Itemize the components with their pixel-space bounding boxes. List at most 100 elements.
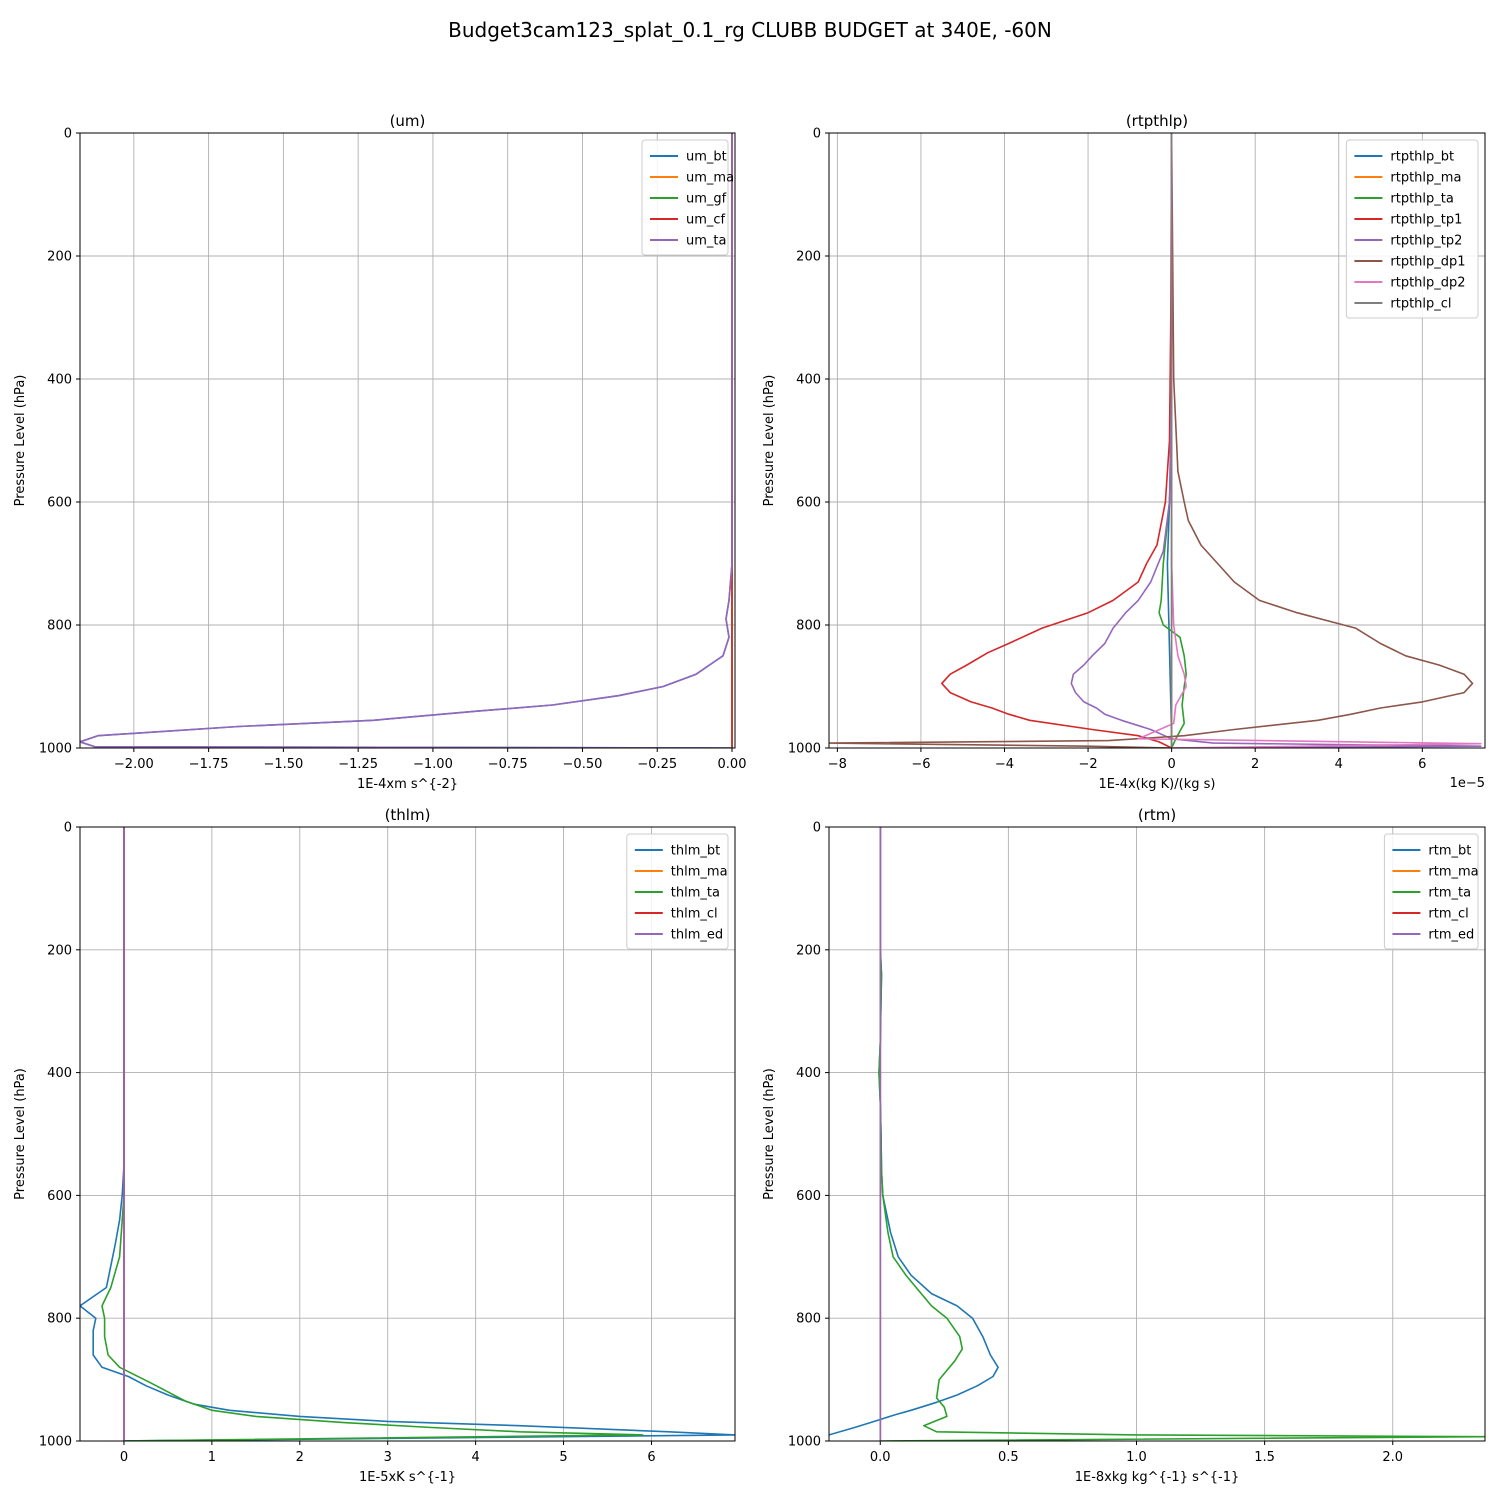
x-tick-label: 2 xyxy=(296,1450,304,1465)
x-tick-label: 0.0 xyxy=(870,1450,891,1465)
legend: rtm_bt rtm_ma rtm_ta rtm_cl rtm_ed xyxy=(1383,833,1479,950)
legend-label: thlm_ma xyxy=(671,865,728,880)
x-tick-label: 4 xyxy=(1335,757,1343,772)
y-tick-label: 0 xyxy=(813,821,821,836)
y-tick-label: 400 xyxy=(47,1066,72,1081)
grid xyxy=(80,132,735,749)
legend-label: rtpthlp_dp1 xyxy=(1390,255,1465,270)
x-tick-label: −1.75 xyxy=(189,757,229,772)
x-tick-label: −2.00 xyxy=(114,757,154,772)
series-line-rtm_bt xyxy=(829,827,999,1436)
x-tick-label: −1.50 xyxy=(263,757,303,772)
x-tick-label: −8 xyxy=(828,757,847,772)
x-axis-label: 1E-8xkg kg^{-1} s^{-1} xyxy=(1075,1470,1240,1485)
legend-label: rtpthlp_ma xyxy=(1390,171,1461,186)
y-tick-label: 200 xyxy=(47,943,72,958)
y-tick-label: 0 xyxy=(64,127,72,142)
y-axis-label: Pressure Level (hPa) xyxy=(13,1068,28,1200)
legend-label: rtpthlp_tp2 xyxy=(1390,234,1462,249)
plot-frame xyxy=(828,132,1486,749)
series-line-thlm_bt xyxy=(80,827,735,1441)
panel-rtm: 0.0 0.5 1.0 1.5 2.0 0 200 400 600 800 1000 (rtm) 1E-… xyxy=(762,806,1486,1485)
y-axis-label: Pressure Level (hPa) xyxy=(762,375,777,507)
y-tick-label: 1000 xyxy=(39,742,72,757)
legend-label: um_bt xyxy=(686,150,727,165)
x-axis-label: 1E-4x(kg K)/(kg s) xyxy=(1099,777,1216,792)
y-tick-label: 200 xyxy=(796,943,821,958)
y-tick-label: 600 xyxy=(47,1189,72,1204)
legend: um_bt um_ma um_gf um_cf um_ta xyxy=(641,139,734,256)
x-tick-label: −2 xyxy=(1078,757,1097,772)
x-tick-label: 0.00 xyxy=(718,757,747,772)
x-tick-label: −0.75 xyxy=(488,757,528,772)
plot-frame xyxy=(828,826,1486,1442)
legend-label: rtpthlp_bt xyxy=(1390,150,1454,165)
y-tick-label: 200 xyxy=(47,250,72,265)
x-tick-label: 2.0 xyxy=(1382,1450,1403,1465)
legend-label: thlm_cl xyxy=(671,907,718,922)
y-tick-label: 1000 xyxy=(788,742,821,757)
y-tick-label: 800 xyxy=(47,1312,72,1327)
x-tick-label: 1.5 xyxy=(1254,1450,1275,1465)
legend-box xyxy=(641,139,729,256)
series-line-rtpthlp_tp2 xyxy=(1070,133,1482,748)
panel-title: (rtpthlp) xyxy=(1126,112,1188,130)
legend: rtpthlp_bt rtpthlp_ma rtpthlp_ta rtpthlp_tp… xyxy=(1345,139,1479,319)
series-group xyxy=(829,827,1485,1441)
panel-um: −2.00 −1.75 −1.50 −1.25 −1.00 −0.75 −0.50 −0.25… xyxy=(13,112,746,792)
y-tick-label: 0 xyxy=(64,821,72,836)
series-line-thlm_ta xyxy=(101,827,644,1441)
y-tick-label: 1000 xyxy=(39,1435,72,1450)
legend-label: um_gf xyxy=(686,192,727,207)
legend-label: rtm_ma xyxy=(1428,865,1478,880)
series-line-rtpthlp_dp2 xyxy=(1137,133,1482,748)
x-tick-label: 3 xyxy=(384,1450,392,1465)
y-tick-label: 200 xyxy=(796,250,821,265)
y-tick-label: 1000 xyxy=(788,1435,821,1450)
series-group xyxy=(80,827,735,1441)
y-axis-label: Pressure Level (hPa) xyxy=(13,375,28,507)
x-axis-label: 1E-4xm s^{-2} xyxy=(357,777,458,792)
x-tick-label: 6 xyxy=(647,1450,655,1465)
legend-label: rtpthlp_dp2 xyxy=(1390,276,1465,291)
series-line-rtpthlp_dp1 xyxy=(829,133,1474,748)
y-tick-label: 400 xyxy=(796,373,821,388)
panel-title: (thlm) xyxy=(385,806,431,824)
series-line-rtpthlp_tp1 xyxy=(940,133,1173,748)
series-line-um_ta xyxy=(80,133,733,748)
y-tick-label: 400 xyxy=(47,373,72,388)
y-tick-label: 800 xyxy=(796,1312,821,1327)
legend-label: thlm_bt xyxy=(671,844,720,859)
x-tick-label: 5 xyxy=(559,1450,567,1465)
legend-box xyxy=(1345,139,1479,319)
x-offset-label: 1e−5 xyxy=(1450,776,1485,791)
legend-label: rtpthlp_tp1 xyxy=(1390,213,1462,228)
legend-label: rtm_ed xyxy=(1428,928,1474,943)
legend-label: thlm_ta xyxy=(671,886,720,901)
x-tick-label: 2 xyxy=(1251,757,1259,772)
x-axis-label: 1E-5xK s^{-1} xyxy=(359,1470,456,1485)
x-tick-label: −6 xyxy=(911,757,930,772)
x-tick-label: −1.00 xyxy=(413,757,453,772)
y-tick-label: 600 xyxy=(796,1189,821,1204)
legend-label: um_ma xyxy=(686,171,734,186)
legend-label: rtm_cl xyxy=(1428,907,1468,922)
panel-thlm: 0 1 2 3 4 5 6 0 200 400 600 800 1000 (thlm) 1E-5xK s^{… xyxy=(13,806,736,1485)
legend-label: rtm_ta xyxy=(1428,886,1471,901)
legend: thlm_bt thlm_ma thlm_ta thlm_cl thlm_ed xyxy=(626,833,729,950)
x-tick-label: −1.25 xyxy=(338,757,378,772)
legend-label: um_cf xyxy=(686,213,726,228)
x-tick-label: −0.50 xyxy=(563,757,603,772)
y-tick-label: 800 xyxy=(47,619,72,634)
legend-box xyxy=(626,833,729,950)
y-tick-label: 600 xyxy=(796,496,821,511)
y-tick-label: 600 xyxy=(47,496,72,511)
y-tick-label: 400 xyxy=(796,1066,821,1081)
legend-label: rtpthlp_cl xyxy=(1390,297,1451,312)
legend-label: rtpthlp_ta xyxy=(1390,192,1453,207)
panel-title: (rtm) xyxy=(1138,806,1176,824)
legend-label: um_ta xyxy=(686,234,726,249)
series-line-rtm_ta xyxy=(878,827,1485,1441)
legend-label: rtm_bt xyxy=(1428,844,1471,859)
